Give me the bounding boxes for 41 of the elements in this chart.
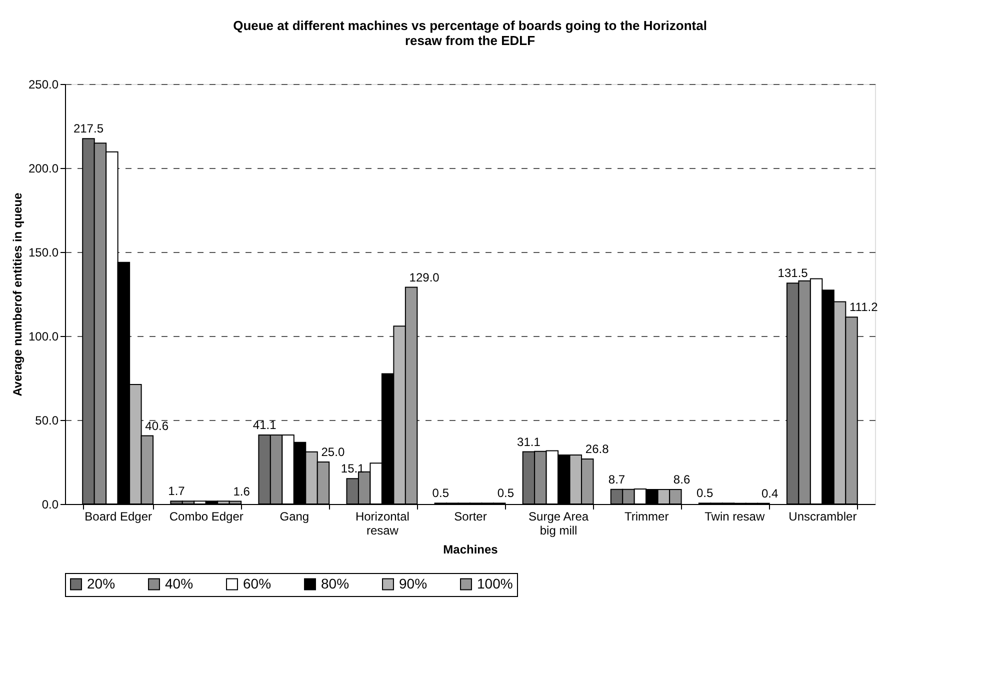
legend-label: 90% [399, 575, 428, 592]
y-tick-label: 250.0 [28, 78, 59, 92]
y-axis-title: Average numberof entities in queue [10, 192, 24, 396]
y-tick-label: 200.0 [28, 162, 59, 176]
x-axis-title: Machines [443, 542, 498, 556]
legend-label: 80% [321, 575, 350, 592]
data-label: 0.5 [432, 486, 450, 500]
data-label: 8.6 [673, 472, 690, 487]
data-label: 131.5 [778, 266, 808, 280]
data-label: 8.7 [608, 472, 626, 486]
y-tick-label: 50.0 [35, 414, 59, 428]
data-label: 111.2 [850, 300, 878, 314]
legend-label: 40% [165, 575, 194, 592]
x-tick-label: Unscrambler [788, 510, 857, 524]
y-tick-label: 100.0 [28, 330, 59, 344]
x-tick-label: Twin resaw [704, 510, 765, 524]
x-tick-label: Horizontal resaw [355, 510, 410, 538]
data-label: 217.5 [73, 122, 104, 136]
legend-label: 100% [477, 575, 513, 592]
y-tick-label: 150.0 [28, 246, 59, 260]
x-tick-label: Board Edger [84, 510, 152, 524]
data-label: 129.0 [409, 270, 440, 284]
data-label: 41.1 [252, 418, 277, 432]
x-tick-label: Combo Edger [169, 510, 244, 524]
data-label: 31.1 [517, 434, 541, 449]
data-label: 1.7 [168, 484, 186, 498]
data-label: 1.6 [233, 484, 250, 498]
x-tick-label: Trimmer [624, 510, 669, 524]
data-label: 0.4 [761, 486, 778, 500]
data-label: 25.0 [321, 445, 345, 459]
x-tick-label: Surge Area big mill [528, 510, 589, 538]
data-label: 0.5 [696, 486, 714, 500]
x-tick-label: Sorter [454, 510, 487, 524]
legend-label: 20% [87, 575, 116, 592]
chart-title: Queue at different machines vs percentage of boards going to the Horizontal resaw from the EDLF [233, 18, 707, 48]
y-tick-label: 0.0 [42, 498, 59, 512]
data-label: 0.5 [497, 486, 514, 500]
data-label: 26.8 [585, 442, 610, 456]
x-tick-label: Gang [280, 510, 310, 524]
data-label: 40.6 [145, 418, 169, 433]
legend-label: 60% [243, 575, 272, 592]
